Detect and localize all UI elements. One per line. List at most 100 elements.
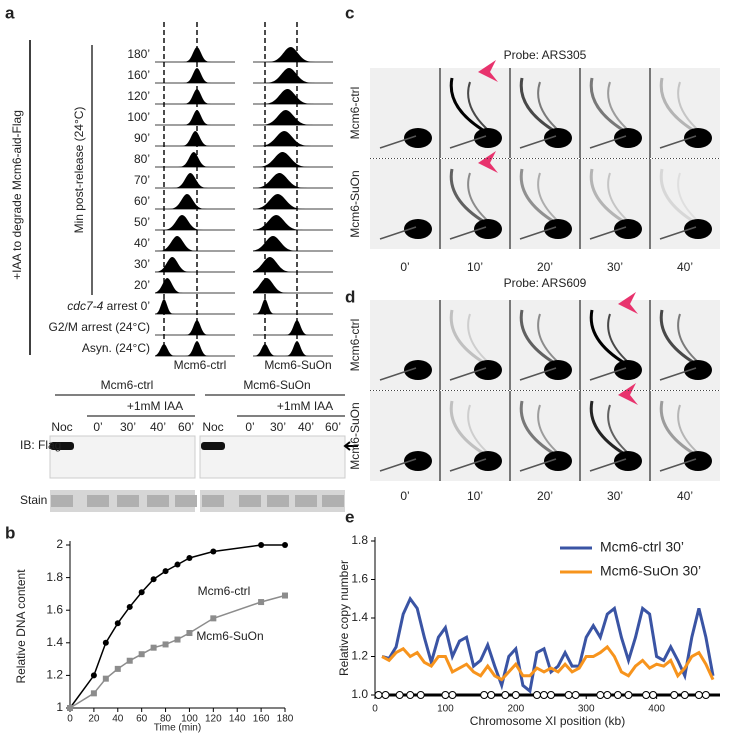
row-label: Asyn. (24°C) (82, 341, 150, 355)
ars-marker (395, 691, 404, 699)
data-point (258, 599, 265, 606)
row-label: 60’ (134, 194, 150, 208)
arrowhead (618, 383, 638, 405)
replication-arc (659, 309, 697, 366)
gel-spot (614, 219, 642, 239)
panel-label: c (345, 3, 354, 22)
replication-arc (659, 77, 697, 134)
histogram (155, 47, 235, 62)
gel-spot (614, 451, 642, 471)
y-tick-label: 1.4 (46, 635, 63, 649)
histogram (155, 320, 235, 335)
lane-label: Noc (51, 420, 72, 434)
condition: arrest 0’ (103, 299, 150, 313)
streak (589, 458, 627, 472)
streak (589, 135, 627, 149)
data-point (210, 615, 217, 622)
row-label: 40’ (134, 236, 150, 250)
x-tick-label: 0 (67, 714, 73, 725)
data-point (282, 542, 288, 548)
histogram (253, 131, 333, 146)
replication-arc (519, 309, 557, 366)
arrowhead (478, 151, 498, 173)
histogram (253, 236, 333, 251)
replication-arc (677, 404, 699, 454)
gel-spot (544, 219, 572, 239)
lane-label: Noc (202, 420, 223, 434)
data-point (67, 705, 73, 711)
arrowhead (478, 60, 498, 82)
histogram (253, 257, 333, 272)
histogram (155, 341, 235, 356)
data-point (150, 644, 157, 651)
lane-label: 30’ (270, 420, 286, 434)
time-label: 40’ (677, 260, 693, 274)
replication-arc (589, 309, 627, 366)
ars-marker (547, 691, 556, 699)
blot-band (201, 442, 225, 450)
histogram (155, 89, 235, 104)
stain-band (117, 495, 139, 507)
ars-marker (441, 691, 450, 699)
replication-arc (537, 404, 559, 454)
time-label: 30’ (607, 260, 623, 274)
row-label: 180’ (127, 47, 150, 61)
replication-arc (449, 77, 487, 134)
streak (659, 135, 697, 149)
histogram (253, 68, 333, 83)
time-label: 10’ (467, 260, 483, 274)
replication-arc (677, 172, 699, 222)
ars-marker (649, 691, 658, 699)
x-tick-label: 400 (648, 704, 665, 715)
replication-arc (589, 77, 627, 134)
y-axis-label: Relative copy number (337, 560, 351, 676)
data-point (174, 636, 181, 643)
replication-arc (449, 400, 487, 457)
y-tick-label: 1 (56, 700, 63, 714)
row-label: 120’ (127, 89, 150, 103)
gel-spot (474, 360, 502, 380)
row-label: 90’ (134, 131, 150, 145)
gel-spot (614, 128, 642, 148)
replication-arc (607, 404, 629, 454)
ars-marker (416, 691, 425, 699)
treatment-label: +1mM IAA (127, 399, 183, 413)
data-point (126, 603, 133, 610)
strain-label: Mcm6-SuOn (243, 378, 310, 392)
streak (659, 367, 697, 381)
x-tick-label: 140 (229, 714, 246, 725)
gel-spot (544, 360, 572, 380)
row-label: cdc7-4 arrest 0’ (67, 299, 150, 313)
data-point (150, 576, 157, 583)
replication-arc (519, 400, 557, 457)
blot-band (50, 442, 74, 450)
ars-marker (480, 691, 489, 699)
gel-spot (544, 128, 572, 148)
y-tick-label: 2 (56, 537, 63, 551)
ars-marker (624, 691, 633, 699)
ars-marker (694, 691, 703, 699)
histogram (253, 110, 333, 125)
ars-marker (571, 691, 580, 699)
histogram (253, 194, 333, 209)
stain-band (202, 495, 224, 507)
streak (379, 367, 417, 381)
row-label: 30’ (134, 257, 150, 271)
replication-arc (449, 168, 487, 225)
x-tick-label: 100 (437, 704, 454, 715)
stain-band (239, 495, 261, 507)
histogram (253, 215, 333, 230)
streak (449, 367, 487, 381)
histogram (155, 110, 235, 125)
data-point (90, 672, 97, 679)
streak (589, 226, 627, 240)
row-label: Mcm6-SuOn (348, 402, 362, 469)
replication-arc (537, 313, 559, 363)
stain-band (295, 495, 317, 507)
streak (519, 367, 557, 381)
column-label: Mcm6-SuOn (264, 358, 331, 372)
panel-label: b (5, 523, 15, 542)
row-label: 160’ (127, 68, 150, 82)
histogram (253, 320, 333, 335)
